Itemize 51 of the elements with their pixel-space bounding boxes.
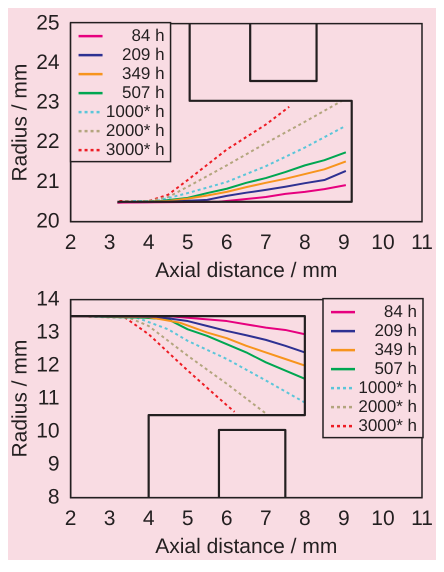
- y-tick-label: 21: [36, 170, 60, 193]
- x-tick-label: 4: [142, 230, 155, 254]
- legend-label: 2000* h: [106, 120, 165, 140]
- x-tick-label: 3: [104, 230, 116, 254]
- legend-label: 349 h: [122, 64, 165, 83]
- y-tick-label: 11: [38, 386, 60, 410]
- legend-label: 3000* h: [358, 416, 417, 435]
- y-tick-label: 8: [48, 485, 60, 508]
- y-tick-label: 23: [36, 90, 60, 114]
- y-axis-title: Radius / mm: [8, 340, 32, 458]
- x-tick-label: 6: [220, 230, 233, 254]
- x-tick-label: 2: [64, 230, 76, 254]
- legend-label: 209 h: [374, 320, 417, 340]
- y-tick-label: 25: [36, 11, 60, 34]
- x-tick-label: 11: [411, 506, 433, 530]
- x-tick-label: 10: [371, 506, 395, 530]
- x-axis-title: Axial distance / mm: [155, 259, 338, 282]
- y-tick-label: 14: [36, 287, 60, 310]
- legend-label: 84 h: [131, 26, 165, 45]
- x-tick-label: 8: [299, 230, 311, 254]
- x-tick-label: 3: [104, 506, 116, 530]
- y-axis-title: Radius / mm: [8, 64, 32, 182]
- x-tick-label: 5: [182, 230, 194, 254]
- y-tick-label: 20: [36, 209, 60, 232]
- x-tick-label: 9: [338, 230, 350, 254]
- x-tick-label: 6: [220, 506, 233, 530]
- x-tick-label: 9: [338, 506, 350, 530]
- legend-label: 3000* h: [106, 140, 165, 159]
- legend-label: 507 h: [122, 82, 165, 102]
- x-tick-label: 10: [371, 230, 395, 254]
- x-tick-label: 7: [260, 230, 272, 254]
- legend-label: 1000* h: [106, 102, 165, 121]
- x-tick-label: 5: [182, 506, 194, 530]
- y-tick-label: 12: [36, 353, 60, 376]
- y-tick-label: 9: [48, 452, 60, 476]
- x-axis-title: Axial distance / mm: [155, 535, 338, 558]
- x-tick-label: 11: [411, 230, 433, 254]
- x-tick-label: 8: [299, 506, 311, 530]
- y-tick-label: 24: [36, 50, 60, 74]
- legend-label: 2000* h: [358, 396, 417, 416]
- x-tick-label: 7: [260, 506, 272, 530]
- legend-label: 507 h: [374, 358, 417, 378]
- x-tick-label: 4: [142, 506, 155, 530]
- legend-label: 84 h: [384, 302, 417, 321]
- legend-label: 349 h: [374, 340, 417, 359]
- y-tick-label: 13: [36, 320, 60, 344]
- x-tick-label: 2: [64, 506, 76, 530]
- y-tick-label: 22: [36, 130, 60, 154]
- y-tick-label: 10: [36, 419, 60, 442]
- legend-label: 1000* h: [358, 378, 417, 397]
- legend-label: 209 h: [122, 44, 165, 64]
